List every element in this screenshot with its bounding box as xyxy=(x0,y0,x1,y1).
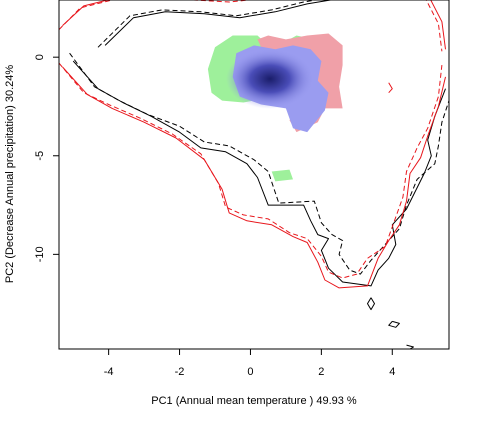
y-axis: -10 -5 0 xyxy=(34,54,59,262)
y-tick-label: -5 xyxy=(34,151,46,161)
x-tick-label: 4 xyxy=(389,366,395,378)
plot-frame xyxy=(58,0,450,350)
x-tick-label: 0 xyxy=(247,366,253,378)
niche-overlap-density xyxy=(207,33,343,182)
y-axis-title: PC2 (Decrease Annual precipitation) 30.2… xyxy=(4,65,16,284)
contour-line-1 xyxy=(72,60,446,287)
contour-line-4 xyxy=(59,62,443,279)
x-axis-title: PC1 (Annual mean temperature ) 49.93 % xyxy=(151,395,357,407)
contour-line-2 xyxy=(69,52,449,275)
contour-line-6 xyxy=(97,0,319,48)
y-tick-label: 0 xyxy=(34,54,46,60)
contour-line-9 xyxy=(367,297,375,311)
contour-line-5 xyxy=(104,0,334,46)
contour-line-12 xyxy=(388,82,393,94)
contour-lines xyxy=(59,0,449,349)
x-tick-label: -2 xyxy=(175,366,185,378)
y-tick-label: -10 xyxy=(34,246,46,262)
x-tick-label: -4 xyxy=(104,366,114,378)
x-axis: -4 -2 0 2 4 xyxy=(104,349,395,378)
x-tick-label: 2 xyxy=(318,366,324,378)
contour-line-11 xyxy=(406,344,414,349)
contour-line-10 xyxy=(388,320,400,328)
contour-line-3 xyxy=(62,66,446,289)
